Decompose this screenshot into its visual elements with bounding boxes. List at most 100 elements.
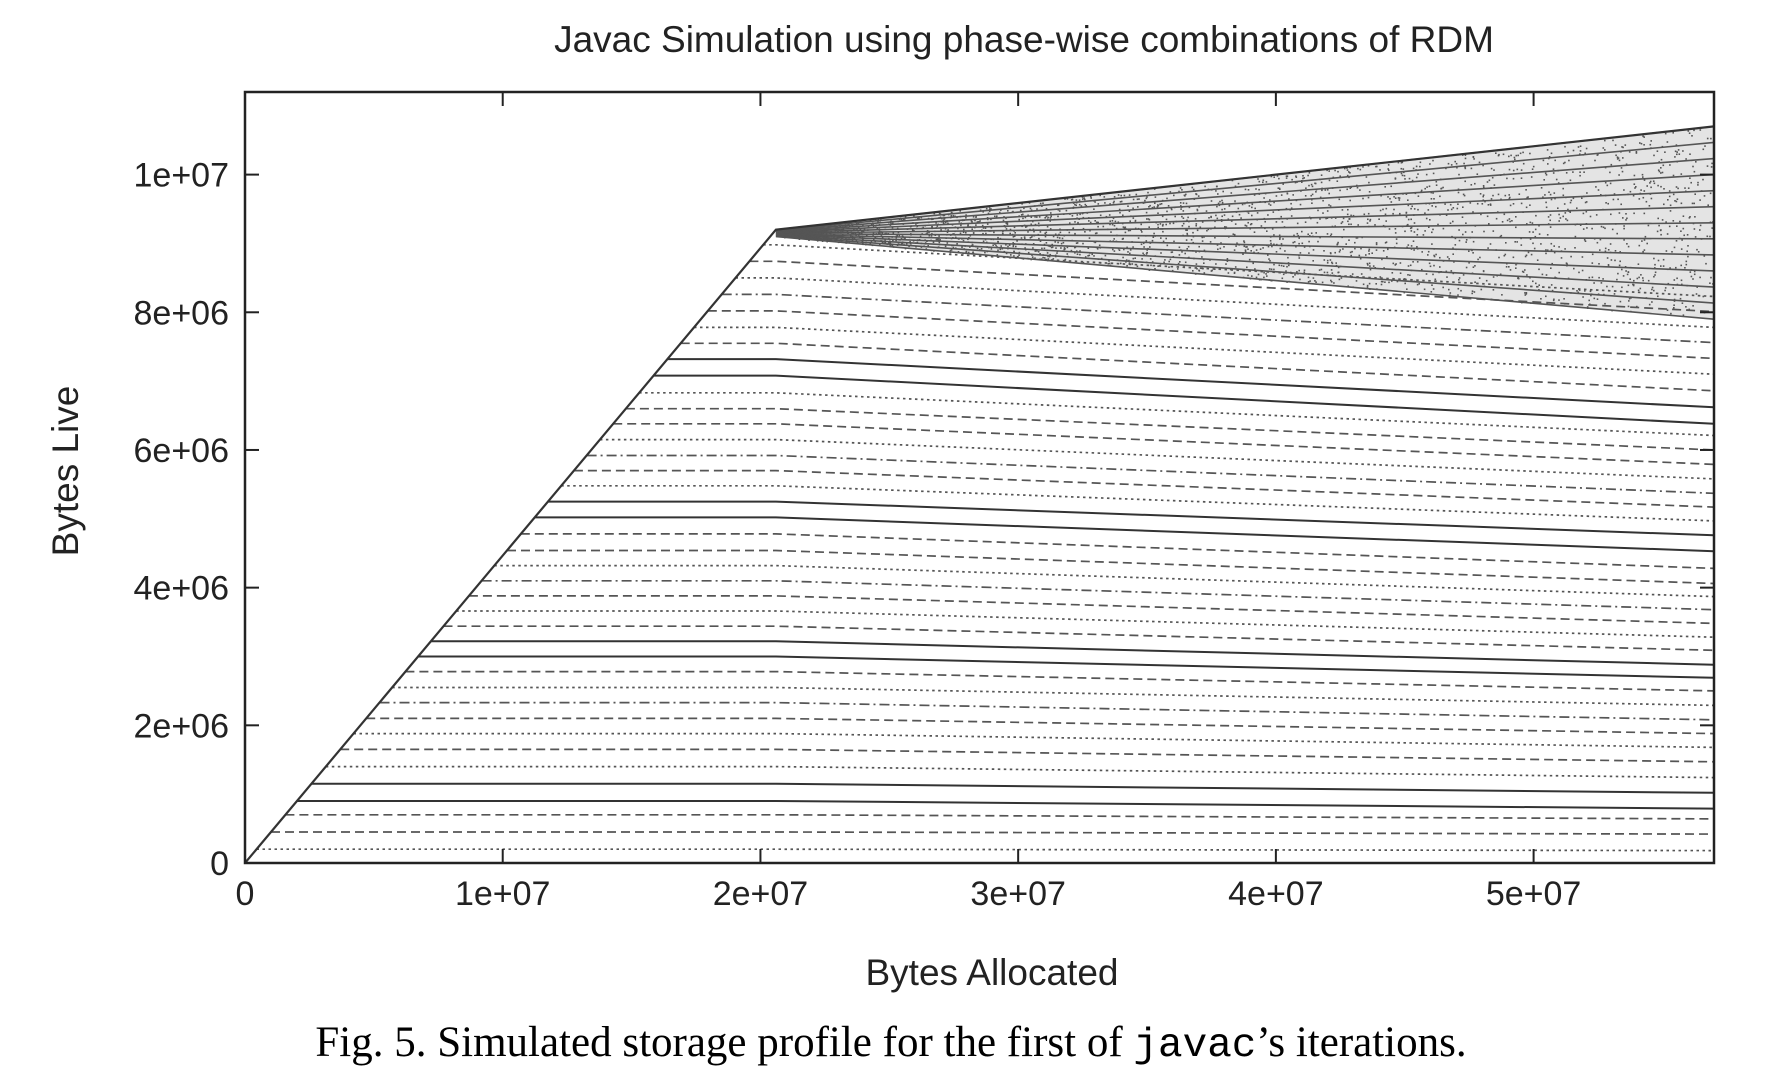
- stipple-dot: [994, 243, 996, 245]
- stipple-dot: [1489, 243, 1492, 245]
- stipple-dot: [1250, 250, 1252, 252]
- stipple-dot: [1547, 216, 1550, 218]
- stipple-dot: [1429, 219, 1431, 221]
- stipple-dot: [1265, 273, 1267, 275]
- stipple-dot: [1699, 199, 1701, 201]
- stipple-dot: [1149, 258, 1152, 260]
- stipple-dot: [1180, 205, 1182, 207]
- stipple-dot: [1439, 256, 1441, 259]
- stipple-dot: [1546, 249, 1549, 251]
- stipple-dot: [1205, 210, 1208, 212]
- stipple-dot: [1257, 273, 1260, 276]
- stipple-dot: [1160, 203, 1163, 205]
- stipple-dot: [1371, 252, 1373, 254]
- stipple-dot: [1051, 246, 1054, 248]
- stipple-dot: [1680, 279, 1683, 282]
- stipple-dot: [881, 241, 884, 243]
- stipple-dot: [1660, 172, 1662, 174]
- stipple-dot: [904, 237, 906, 239]
- stipple-dot: [1226, 258, 1229, 260]
- stipple-dot: [1269, 240, 1272, 242]
- stipple-dot: [1140, 243, 1143, 246]
- stipple-dot: [1341, 221, 1344, 223]
- stipple-dot: [967, 224, 969, 226]
- stipple-dot: [978, 221, 980, 223]
- stipple-dot: [1525, 189, 1527, 191]
- stipple-dot: [1526, 196, 1528, 199]
- stipple-dot: [1598, 276, 1600, 279]
- stipple-dot: [1244, 250, 1247, 253]
- stipple-dot: [1191, 186, 1194, 189]
- stipple-dot: [1685, 306, 1687, 308]
- stipple-dot: [1644, 235, 1647, 238]
- stipple-dot: [1506, 177, 1508, 180]
- stipple-dot: [1433, 255, 1436, 258]
- stipple-dot: [1515, 267, 1517, 269]
- stipple-dot: [1435, 184, 1438, 186]
- stipple-dot: [1399, 272, 1402, 274]
- stipple-dot: [1689, 153, 1691, 155]
- stipple-dot: [1538, 233, 1541, 235]
- stipple-dot: [877, 232, 880, 234]
- stipple-dot: [1607, 249, 1610, 251]
- stipple-dot: [1544, 172, 1547, 175]
- stipple-dot: [1392, 212, 1394, 215]
- stipple-dot: [1694, 236, 1697, 238]
- stipple-dot: [1055, 247, 1057, 249]
- stipple-dot: [879, 243, 881, 246]
- stipple-dot: [1033, 230, 1035, 233]
- stipple-dot: [1165, 223, 1167, 226]
- stipple-dot: [1151, 261, 1154, 263]
- stipple-dot: [1633, 279, 1635, 282]
- stipple-dot: [1562, 215, 1564, 218]
- caption-prefix: Fig. 5. Simulated storage profile for th…: [315, 1019, 1134, 1066]
- stipple-dot: [1344, 167, 1346, 170]
- stipple-dot: [1336, 180, 1339, 182]
- stipple-dot: [990, 218, 992, 221]
- stipple-dot: [1401, 174, 1404, 177]
- stipple-dot: [1419, 161, 1422, 164]
- stipple-dot: [1154, 268, 1156, 270]
- stipple-dot: [1027, 231, 1029, 233]
- stipple-dot: [1299, 203, 1302, 206]
- stipple-dot: [1247, 189, 1250, 191]
- stipple-dot: [1119, 201, 1122, 203]
- stipple-dot: [984, 251, 986, 254]
- stipple-dot: [1368, 191, 1371, 193]
- stipple-dot: [1638, 198, 1641, 200]
- stipple-dot: [1209, 241, 1212, 243]
- stipple-dot: [1128, 210, 1131, 212]
- stipple-dot: [1146, 196, 1148, 198]
- stipple-dot: [1263, 271, 1265, 274]
- stipple-dot: [1057, 204, 1060, 206]
- stipple-dot: [1654, 274, 1656, 276]
- stipple-dot: [1625, 270, 1627, 272]
- stipple-dot: [1056, 236, 1059, 239]
- stipple-dot: [1388, 228, 1391, 230]
- stipple-dot: [1514, 241, 1516, 243]
- stipple-dot: [1192, 231, 1194, 234]
- stipple-dot: [1314, 182, 1317, 185]
- stipple-dot: [1248, 205, 1251, 207]
- stipple-dot: [999, 248, 1002, 251]
- stipple-dot: [892, 232, 895, 234]
- stipple-dot: [1531, 168, 1534, 170]
- stipple-dot: [1242, 253, 1244, 255]
- stipple-dot: [1210, 216, 1212, 219]
- stipple-dot: [1149, 204, 1151, 207]
- stipple-dot: [1319, 196, 1322, 199]
- stipple-dot: [1384, 281, 1386, 283]
- stipple-dot: [1263, 276, 1265, 279]
- stipple-dot: [1337, 241, 1339, 244]
- stipple-dot: [1628, 300, 1630, 302]
- stipple-dot: [1642, 196, 1645, 199]
- stipple-dot: [1304, 221, 1307, 223]
- stipple-dot: [1154, 202, 1156, 204]
- stipple-dot: [1407, 199, 1409, 201]
- stipple-dot: [1378, 218, 1380, 220]
- stipple-dot: [1314, 280, 1316, 282]
- stipple-dot: [1322, 212, 1324, 214]
- stipple-dot: [1192, 270, 1194, 272]
- stipple-dot: [1482, 194, 1485, 196]
- stipple-dot: [999, 211, 1001, 214]
